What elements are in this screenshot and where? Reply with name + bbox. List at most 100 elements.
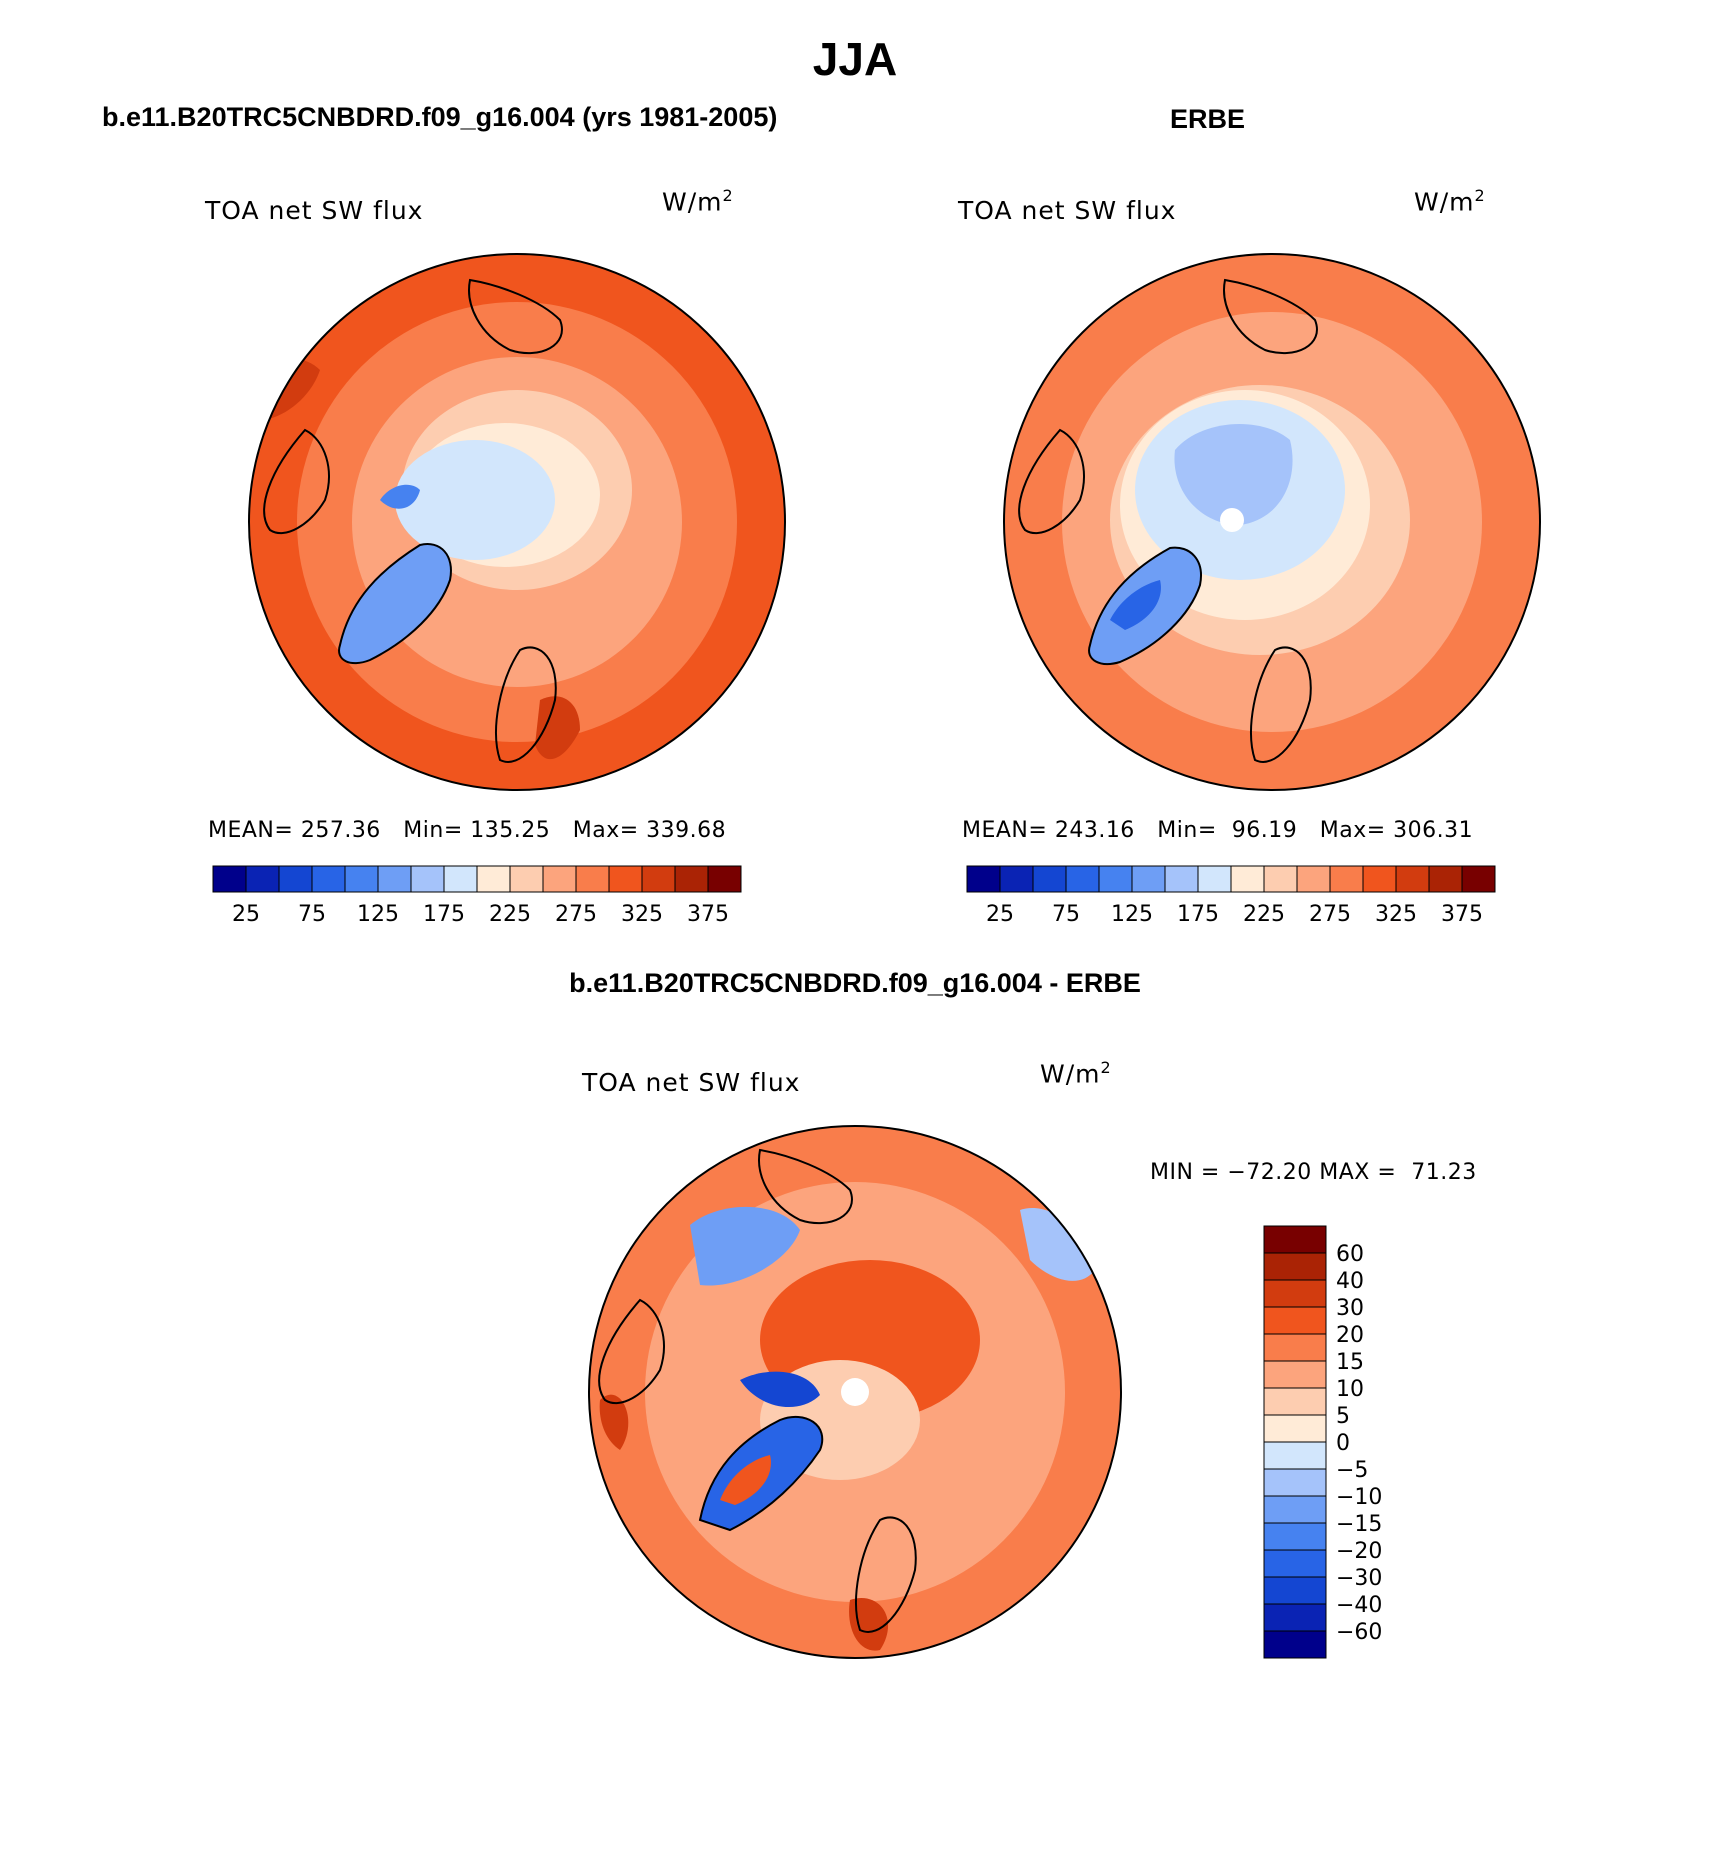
diff-colorbar-label: −40 <box>1336 1593 1382 1618</box>
diff-archipelago-negative <box>740 1371 820 1407</box>
left-colorbar-label: 375 <box>687 902 729 927</box>
right-polar-map <box>1003 253 1541 791</box>
left-colorbar-box <box>575 865 610 893</box>
left-colorbar-label: 225 <box>489 902 531 927</box>
diff-variable-label: TOA net SW flux <box>582 1068 801 1097</box>
difference-polar-map <box>588 1125 1122 1659</box>
diff-colorbar-box <box>1263 1441 1327 1470</box>
diff-colorbar-label: −20 <box>1336 1539 1382 1564</box>
diff-coastline-europe <box>855 1516 917 1633</box>
right-colorbar-box <box>1032 865 1067 893</box>
diff-map-border <box>588 1125 1122 1659</box>
diff-siberia-negative <box>690 1206 800 1286</box>
right-colorbar-box <box>1329 865 1364 893</box>
right-sea-ice <box>1174 423 1293 525</box>
left-colorbar-label: 25 <box>232 902 260 927</box>
left-scandinavia-hot <box>535 696 580 760</box>
left-colorbar-box <box>509 865 544 893</box>
diff-colorbar-box <box>1263 1306 1327 1335</box>
right-colorbar-box <box>1164 865 1199 893</box>
left-colorbar-box <box>278 865 313 893</box>
left-colorbar-label: 175 <box>423 902 465 927</box>
diff-colorbar-label: 20 <box>1336 1323 1364 1348</box>
right-max-label: Max= <box>1319 818 1386 843</box>
diff-colorbar-label: 30 <box>1336 1296 1364 1321</box>
right-coastline-europe <box>1250 646 1312 763</box>
diff-colorbar-box <box>1263 1522 1327 1551</box>
diff-colorbar-label: 15 <box>1336 1350 1364 1375</box>
right-mean-label: MEAN= <box>962 818 1048 843</box>
left-colorbar-box <box>377 865 412 893</box>
right-panel-title: ERBE <box>1170 104 1246 134</box>
right-coastline-asia <box>1223 278 1318 355</box>
left-coastline-greenland <box>338 543 452 665</box>
right-coastline-greenland <box>1088 546 1202 665</box>
right-min-label: Min= <box>1157 818 1217 843</box>
right-greenland-core <box>1110 580 1161 630</box>
right-colorbar-label: 175 <box>1177 902 1219 927</box>
left-colorbar-box <box>443 865 478 893</box>
figure-title: JJA <box>812 33 898 85</box>
left-units-text: W/m <box>662 187 723 217</box>
right-mean-value: 243.16 <box>1054 818 1135 843</box>
left-min-label: Min= <box>403 818 463 843</box>
right-colorbar-box <box>1461 865 1496 893</box>
right-colorbar-box <box>1230 865 1265 893</box>
right-colorbar-box <box>966 865 1001 893</box>
diff-units-text: W/m <box>1040 1059 1101 1089</box>
left-colorbar-label: 275 <box>555 902 597 927</box>
left-colorbar-box <box>542 865 577 893</box>
left-stats: MEAN= 257.36 Min= 135.25 Max= 339.68 <box>208 818 726 843</box>
right-units-label: W/m2 <box>1414 186 1486 216</box>
diff-colorbar-box <box>1263 1468 1327 1497</box>
right-colorbar-box <box>1197 865 1232 893</box>
diff-colorbar-box <box>1263 1252 1327 1281</box>
diff-colorbar-label: 5 <box>1336 1404 1350 1429</box>
left-max-label: Max= <box>572 818 639 843</box>
diff-colorbar-label: 10 <box>1336 1377 1364 1402</box>
left-colorbar-box <box>608 865 643 893</box>
diff-greenland-positive-core <box>720 1455 771 1505</box>
diff-colorbar-label: 0 <box>1336 1431 1350 1456</box>
left-units-label: W/m2 <box>662 186 734 216</box>
diff-europe-hot <box>849 1598 889 1651</box>
right-units-text: W/m <box>1414 187 1475 217</box>
right-units-superscript: 2 <box>1474 186 1486 205</box>
right-colorbar-box <box>1098 865 1133 893</box>
left-colorbar-box <box>641 865 676 893</box>
right-colorbar-label: 225 <box>1243 902 1285 927</box>
right-colorbar-box <box>999 865 1034 893</box>
diff-colorbar-box <box>1263 1333 1327 1362</box>
left-greenland <box>339 544 451 664</box>
diff-colorbar-box <box>1263 1360 1327 1389</box>
left-panel-title: b.e11.B20TRC5CNBDRD.f09_g16.004 (yrs 198… <box>102 102 778 132</box>
right-colorbar-label: 125 <box>1111 902 1153 927</box>
left-mean-value: 257.36 <box>300 818 381 843</box>
diff-colorbar-label: 40 <box>1336 1269 1364 1294</box>
left-map-border <box>248 253 786 791</box>
left-sea-ice <box>395 440 555 560</box>
difference-panel-title: b.e11.B20TRC5CNBDRD.f09_g16.004 - ERBE <box>569 968 1141 998</box>
diff-colorbar-box <box>1263 1414 1327 1443</box>
diff-minmax-label: MIN = −72.20 MAX = 71.23 <box>1150 1160 1477 1185</box>
right-map-border <box>1003 253 1541 791</box>
left-colorbar-box <box>212 865 247 893</box>
right-colorbar-box <box>1428 865 1463 893</box>
left-colorbar-box <box>707 865 742 893</box>
right-pole-hole <box>1220 508 1244 532</box>
left-max-value: 339.68 <box>646 818 727 843</box>
diff-colorbar-box <box>1263 1576 1327 1605</box>
diff-colorbar-label: −10 <box>1336 1485 1382 1510</box>
diff-coastline-alaska <box>598 1298 665 1405</box>
left-coastline-asia <box>468 278 563 355</box>
diff-colorbar-label: −15 <box>1336 1512 1382 1537</box>
diff-colorbar-label: −60 <box>1336 1620 1382 1645</box>
left-min-value: 135.25 <box>470 818 551 843</box>
left-colorbar-label: 325 <box>621 902 663 927</box>
right-colorbar-box <box>1395 865 1430 893</box>
diff-colorbar-box <box>1263 1279 1327 1308</box>
diff-units-label: W/m2 <box>1040 1058 1112 1088</box>
left-colorbar-box <box>674 865 709 893</box>
diff-coastline-asia <box>758 1148 853 1225</box>
